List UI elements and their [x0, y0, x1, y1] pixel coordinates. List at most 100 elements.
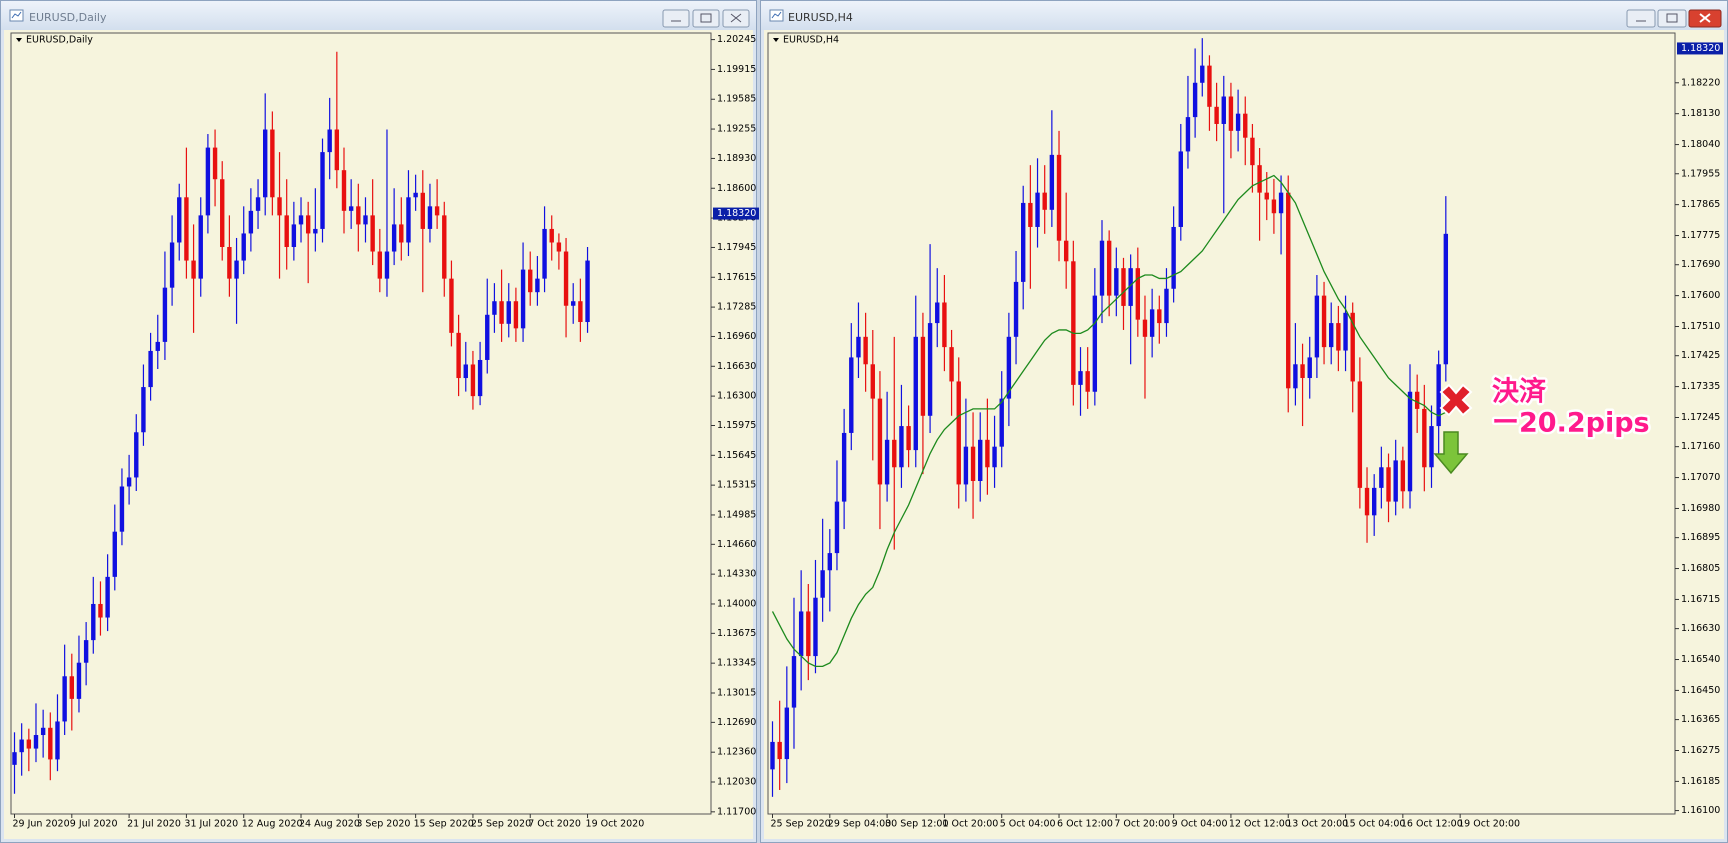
candle-body	[1035, 192, 1040, 227]
candle-body	[413, 192, 418, 198]
candle-body	[126, 477, 132, 487]
candle-body	[999, 398, 1004, 447]
candle-body	[341, 170, 347, 211]
candle-body	[234, 260, 239, 279]
candle-body	[892, 439, 897, 468]
candle-body	[227, 247, 232, 279]
candle-body	[798, 611, 804, 657]
candle-body	[62, 676, 67, 722]
candle-body	[1400, 460, 1406, 492]
candle-body	[420, 192, 425, 229]
maximize-button[interactable]	[692, 9, 720, 28]
y-tick-label: 1.16630	[717, 361, 756, 372]
window-h4: EURUSD,H4 EURUSD,H4	[760, 0, 1728, 843]
candle-body	[884, 439, 890, 485]
candle-body	[585, 260, 590, 323]
candle-body	[33, 735, 39, 749]
candle-body	[970, 446, 976, 482]
candle-body	[26, 739, 32, 749]
y-tick-label: 1.12360	[717, 747, 756, 758]
chart-menu-arrow	[16, 38, 22, 42]
moving-average	[771, 174, 1447, 668]
candle-body	[1042, 192, 1047, 210]
x-tick-label: 30 Sep 12:00	[885, 819, 948, 830]
x-tick-label: 9 Oct 04:00	[1172, 819, 1228, 830]
candle-body	[291, 224, 297, 248]
minimize-button[interactable]	[1626, 9, 1656, 28]
candle-body	[920, 336, 926, 416]
title-bar	[761, 1, 1727, 30]
candle-body	[1192, 82, 1198, 118]
candle-body	[69, 676, 75, 699]
candle-body	[841, 432, 847, 502]
candle-body	[12, 752, 17, 765]
candle-body	[463, 364, 468, 379]
candle-body	[263, 129, 268, 198]
candle-body	[1200, 65, 1205, 83]
trade-annotation: 決済 ー20.2pips	[1433, 373, 1652, 475]
annotation-text: ー20.2pips	[1492, 408, 1650, 439]
y-tick-label: 1.16895	[1681, 532, 1720, 543]
candle-body	[1414, 391, 1420, 409]
candle-body	[198, 215, 203, 279]
candle-body	[1214, 106, 1219, 124]
y-tick-label: 1.17510	[1681, 321, 1720, 332]
candle-body	[248, 210, 254, 234]
x-tick-label: 15 Oct 04:00	[1344, 819, 1406, 830]
candle-body	[76, 662, 82, 699]
candle-body	[112, 531, 117, 577]
candle-body	[1264, 192, 1269, 200]
y-tick-label: 1.18600	[717, 183, 756, 194]
chart-menu-arrow	[773, 38, 779, 42]
x-tick-label: 7 Oct 20:00	[1114, 819, 1170, 830]
candle-body	[542, 228, 547, 279]
candle-body	[1278, 192, 1284, 214]
x-tick-label: 24 Aug 2020	[299, 819, 360, 830]
candle-body	[1271, 199, 1277, 214]
x-tick-label: 25 Sep 2020	[471, 819, 531, 830]
x-tick-label: 1 Oct 20:00	[942, 819, 998, 830]
close-x-icon	[1439, 383, 1473, 417]
candle-body	[1350, 312, 1355, 382]
chart-background	[4, 30, 753, 839]
candle-body	[305, 215, 311, 234]
y-tick-label: 1.17865	[1681, 199, 1720, 210]
x-tick-label: 21 Jul 2020	[127, 819, 181, 830]
y-tick-label: 1.19255	[717, 124, 756, 135]
y-tick-label: 1.16185	[1681, 776, 1720, 787]
candle-body	[863, 336, 868, 365]
candle-body	[849, 357, 854, 433]
window-title: EURUSD,Daily	[29, 11, 107, 24]
candle-body	[513, 301, 519, 329]
candle-body	[348, 206, 354, 211]
y-tick-label: 1.17245	[1681, 412, 1720, 423]
candle-body	[528, 269, 533, 293]
candle-body	[470, 364, 476, 397]
x-tick-label: 31 Jul 2020	[184, 819, 238, 830]
candle-body	[1443, 233, 1449, 365]
candle-body	[456, 332, 461, 379]
candle-body	[1106, 240, 1112, 296]
minimize-button[interactable]	[662, 9, 690, 28]
candle-body	[963, 446, 969, 485]
candle-body	[1078, 371, 1083, 385]
candle-body	[1321, 295, 1327, 348]
candle-body	[1300, 364, 1305, 379]
y-tick-label: 1.17285	[717, 302, 756, 313]
candle-body	[1429, 426, 1434, 468]
candle-body	[48, 727, 53, 760]
y-tick-label: 1.15975	[717, 420, 756, 431]
y-tick-label: 1.11700	[717, 806, 756, 817]
candle-body	[119, 486, 125, 532]
candle-body	[205, 147, 211, 216]
candle-body	[870, 364, 875, 399]
candle-body	[1085, 371, 1090, 392]
candle-body	[784, 707, 790, 760]
candle-body	[856, 336, 861, 358]
y-tick-label: 1.12690	[717, 717, 756, 728]
maximize-button[interactable]	[1657, 9, 1687, 28]
candle-body	[449, 278, 454, 333]
chart-label: EURUSD,H4	[783, 35, 839, 46]
candle-body	[571, 301, 576, 306]
candle-body	[1257, 165, 1262, 193]
